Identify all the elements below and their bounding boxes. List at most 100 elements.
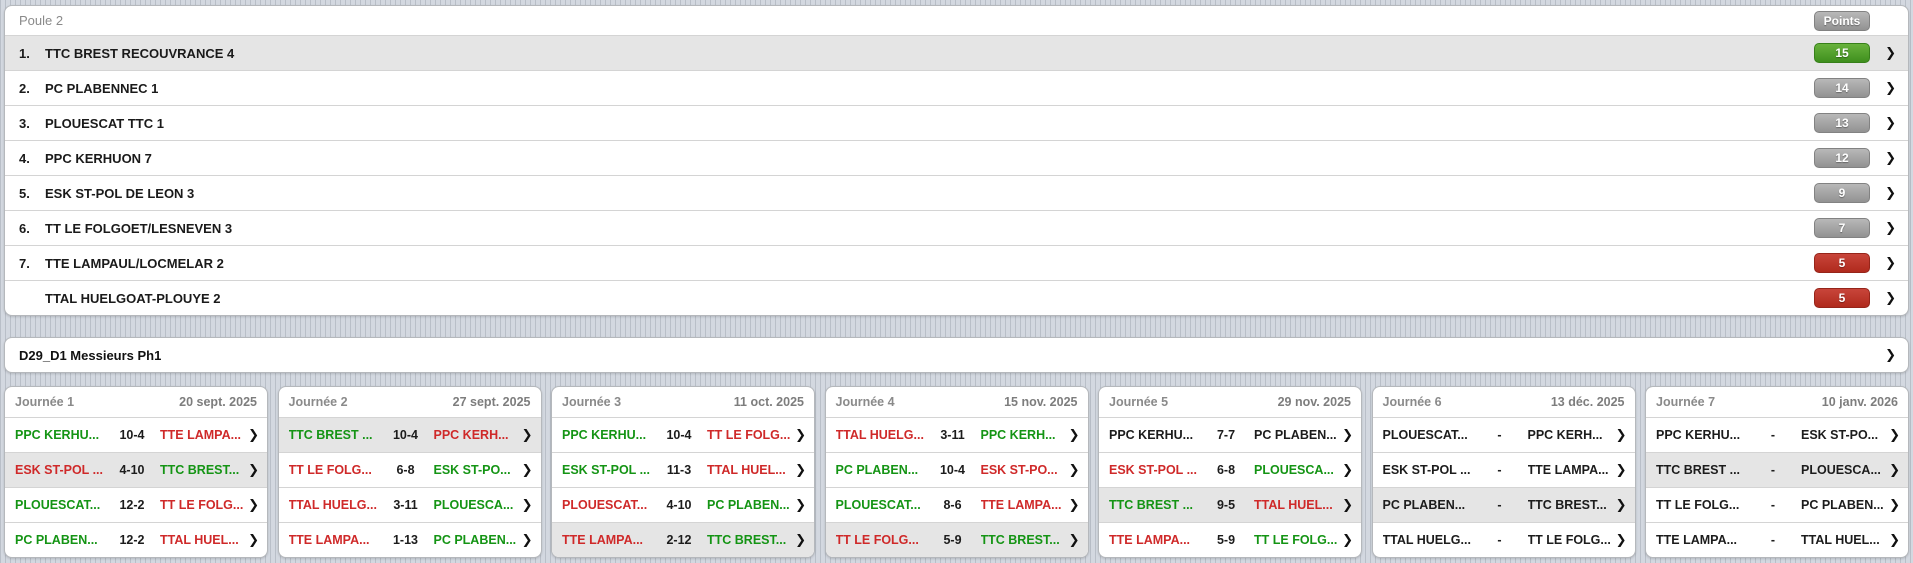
chevron-right-icon[interactable]: ❯ (1870, 45, 1896, 61)
match-row[interactable]: PPC KERHU... 10-4 TTE LAMPA... ❯ (5, 417, 267, 452)
match-row[interactable]: PPC KERHU... 10-4 TT LE FOLG... ❯ (552, 417, 814, 452)
chevron-right-icon[interactable]: ❯ (1870, 347, 1896, 363)
match-row[interactable]: PC PLABEN... - TTC BREST... ❯ (1373, 487, 1635, 522)
match-score: 8-6 (933, 498, 973, 512)
chevron-right-icon[interactable]: ❯ (1064, 532, 1080, 548)
team-name: TT LE FOLGOET/LESNEVEN 3 (45, 221, 1814, 236)
chevron-right-icon[interactable]: ❯ (1884, 427, 1900, 443)
chevron-right-icon[interactable]: ❯ (1611, 497, 1627, 513)
match-row[interactable]: TTE LAMPA... 2-12 TTC BREST... ❯ (552, 522, 814, 557)
home-team: PPC KERHU... (562, 428, 659, 442)
chevron-right-icon[interactable]: ❯ (517, 497, 533, 513)
chevron-right-icon[interactable]: ❯ (1064, 427, 1080, 443)
home-team: PC PLABEN... (836, 463, 933, 477)
journee-panel-1: Journée 1 20 sept. 2025 PPC KERHU... 10-… (4, 386, 268, 558)
chevron-right-icon[interactable]: ❯ (1870, 185, 1896, 201)
points-column-header-badge: Points (1814, 11, 1870, 31)
journee-date: 20 sept. 2025 (179, 395, 257, 409)
chevron-right-icon[interactable]: ❯ (1337, 427, 1353, 443)
chevron-right-icon[interactable]: ❯ (243, 497, 259, 513)
chevron-right-icon[interactable]: ❯ (1884, 532, 1900, 548)
match-row[interactable]: PPC KERHU... 7-7 PC PLABEN... ❯ (1099, 417, 1361, 452)
away-team: ESK ST-PO... (434, 463, 517, 477)
chevron-right-icon[interactable]: ❯ (790, 462, 806, 478)
chevron-right-icon[interactable]: ❯ (790, 532, 806, 548)
match-score: 10-4 (933, 463, 973, 477)
chevron-right-icon[interactable]: ❯ (243, 462, 259, 478)
match-row[interactable]: PLOUESCAT... 12-2 TT LE FOLG... ❯ (5, 487, 267, 522)
chevron-right-icon[interactable]: ❯ (517, 427, 533, 443)
chevron-right-icon[interactable]: ❯ (1870, 150, 1896, 166)
chevron-right-icon[interactable]: ❯ (1870, 255, 1896, 271)
division-bar[interactable]: D29_D1 Messieurs Ph1 ❯ (4, 337, 1909, 373)
match-row[interactable]: TTC BREST ... 10-4 PPC KERH... ❯ (279, 417, 541, 452)
match-row[interactable]: TTAL HUELG... - TT LE FOLG... ❯ (1373, 522, 1635, 557)
chevron-right-icon[interactable]: ❯ (1611, 427, 1627, 443)
table-row[interactable]: 2. PC PLABENNEC 1 14 ❯ (5, 70, 1908, 105)
chevron-right-icon[interactable]: ❯ (1064, 462, 1080, 478)
table-row[interactable]: 6. TT LE FOLGOET/LESNEVEN 3 7 ❯ (5, 210, 1908, 245)
chevron-right-icon[interactable]: ❯ (1611, 462, 1627, 478)
match-row[interactable]: PC PLABEN... 10-4 ESK ST-PO... ❯ (826, 452, 1088, 487)
chevron-right-icon[interactable]: ❯ (1064, 497, 1080, 513)
chevron-right-icon[interactable]: ❯ (517, 462, 533, 478)
home-team: TTC BREST ... (1109, 498, 1206, 512)
chevron-right-icon[interactable]: ❯ (1870, 220, 1896, 236)
chevron-right-icon[interactable]: ❯ (243, 532, 259, 548)
chevron-right-icon[interactable]: ❯ (1870, 80, 1896, 96)
match-row[interactable]: TT LE FOLG... 5-9 TTC BREST... ❯ (826, 522, 1088, 557)
match-row[interactable]: ESK ST-POL ... 4-10 TTC BREST... ❯ (5, 452, 267, 487)
match-row[interactable]: TTC BREST ... 9-5 TTAL HUEL... ❯ (1099, 487, 1361, 522)
away-team: PC PLABEN... (707, 498, 790, 512)
chevron-right-icon[interactable]: ❯ (243, 427, 259, 443)
match-row[interactable]: ESK ST-POL ... - TTE LAMPA... ❯ (1373, 452, 1635, 487)
home-team: TTE LAMPA... (562, 533, 659, 547)
chevron-right-icon[interactable]: ❯ (790, 427, 806, 443)
match-row[interactable]: TTC BREST ... - PLOUESCA... ❯ (1646, 452, 1908, 487)
match-row[interactable]: PLOUESCAT... 4-10 PC PLABEN... ❯ (552, 487, 814, 522)
points-badge: 7 (1814, 218, 1870, 238)
chevron-right-icon[interactable]: ❯ (1337, 462, 1353, 478)
chevron-right-icon[interactable]: ❯ (1870, 115, 1896, 131)
match-row[interactable]: TT LE FOLG... - PC PLABEN... ❯ (1646, 487, 1908, 522)
journee-date: 27 sept. 2025 (453, 395, 531, 409)
chevron-right-icon[interactable]: ❯ (1337, 497, 1353, 513)
home-team: PC PLABEN... (1383, 498, 1480, 512)
team-name: ESK ST-POL DE LEON 3 (45, 186, 1814, 201)
match-row[interactable]: TTAL HUELG... 3-11 PLOUESCA... ❯ (279, 487, 541, 522)
match-row[interactable]: TTE LAMPA... 1-13 PC PLABEN... ❯ (279, 522, 541, 557)
chevron-right-icon[interactable]: ❯ (517, 532, 533, 548)
match-row[interactable]: PLOUESCAT... 8-6 TTE LAMPA... ❯ (826, 487, 1088, 522)
table-row[interactable]: 4. PPC KERHUON 7 12 ❯ (5, 140, 1908, 175)
away-team: ESK ST-PO... (1801, 428, 1884, 442)
table-row[interactable]: 5. ESK ST-POL DE LEON 3 9 ❯ (5, 175, 1908, 210)
home-team: TTAL HUELG... (836, 428, 933, 442)
chevron-right-icon[interactable]: ❯ (1884, 462, 1900, 478)
match-row[interactable]: TTE LAMPA... 5-9 TT LE FOLG... ❯ (1099, 522, 1361, 557)
table-row[interactable]: 1. TTC BREST RECOUVRANCE 4 15 ❯ (5, 35, 1908, 70)
match-row[interactable]: TTAL HUELG... 3-11 PPC KERH... ❯ (826, 417, 1088, 452)
match-row[interactable]: TT LE FOLG... 6-8 ESK ST-PO... ❯ (279, 452, 541, 487)
points-badge: 5 (1814, 288, 1870, 308)
match-row[interactable]: TTE LAMPA... - TTAL HUEL... ❯ (1646, 522, 1908, 557)
journee-date: 13 déc. 2025 (1551, 395, 1625, 409)
table-row[interactable]: 7. TTE LAMPAUL/LOCMELAR 2 5 ❯ (5, 245, 1908, 280)
chevron-right-icon[interactable]: ❯ (1337, 532, 1353, 548)
match-row[interactable]: PLOUESCAT... - PPC KERH... ❯ (1373, 417, 1635, 452)
chevron-right-icon[interactable]: ❯ (1884, 497, 1900, 513)
match-row[interactable]: PC PLABEN... 12-2 TTAL HUEL... ❯ (5, 522, 267, 557)
team-name: PC PLABENNEC 1 (45, 81, 1814, 96)
match-row[interactable]: ESK ST-POL ... 6-8 PLOUESCA... ❯ (1099, 452, 1361, 487)
match-score: 6-8 (1206, 463, 1246, 477)
chevron-right-icon[interactable]: ❯ (790, 497, 806, 513)
chevron-right-icon[interactable]: ❯ (1611, 532, 1627, 548)
journee-panel-7: Journée 7 10 janv. 2026 PPC KERHU... - E… (1645, 386, 1909, 558)
table-row[interactable]: 3. PLOUESCAT TTC 1 13 ❯ (5, 105, 1908, 140)
match-row[interactable]: PPC KERHU... - ESK ST-PO... ❯ (1646, 417, 1908, 452)
table-row[interactable]: TTAL HUELGOAT-PLOUYE 2 5 ❯ (5, 280, 1908, 315)
match-row[interactable]: ESK ST-POL ... 11-3 TTAL HUEL... ❯ (552, 452, 814, 487)
standings-header: Poule 2 Points (5, 6, 1908, 35)
chevron-right-icon[interactable]: ❯ (1870, 290, 1896, 306)
page: Poule 2 Points 1. TTC BREST RECOUVRANCE … (0, 0, 1913, 558)
team-name: PPC KERHUON 7 (45, 151, 1814, 166)
